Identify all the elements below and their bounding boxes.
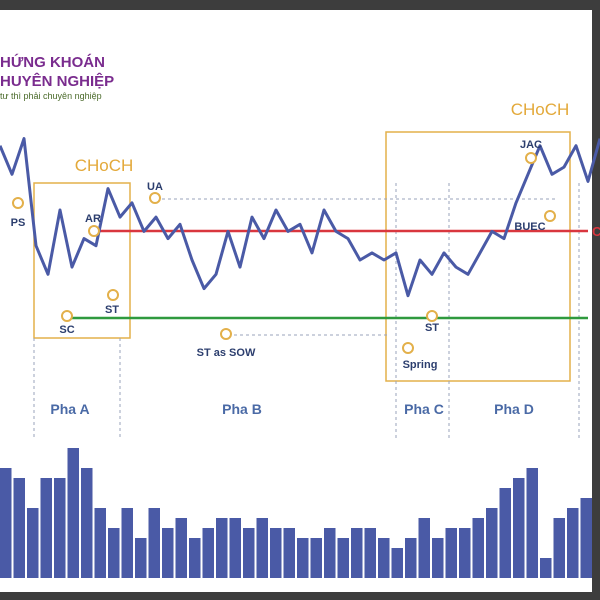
volume-bar (67, 448, 79, 578)
ps-label: PS (11, 217, 26, 229)
volume-bar (445, 528, 457, 578)
frame-right-border (592, 0, 600, 600)
frame-bottom-border (0, 592, 600, 600)
volume-bar (40, 478, 52, 578)
volume-bar (270, 528, 282, 578)
choch-label-left: CHoCH (75, 156, 134, 175)
volume-bar (513, 478, 525, 578)
volume-bar (202, 528, 214, 578)
volume-bars (0, 448, 592, 578)
choch-box-right (385, 131, 571, 382)
dashed-guides (33, 183, 580, 440)
spring-marker (402, 342, 414, 354)
volume-bar (162, 528, 174, 578)
choch-label-right: CHoCH (511, 100, 570, 119)
ar-label: AR (85, 213, 101, 225)
volume-bar (459, 528, 471, 578)
resistance-edge-label: C (592, 224, 600, 239)
volume-bar (135, 538, 147, 578)
st2-label: ST (425, 322, 439, 334)
event-markers (12, 152, 556, 354)
buec-label: BUEC (514, 221, 545, 233)
choch-box-left (33, 182, 131, 339)
ua-marker (149, 192, 161, 204)
volume-bar (486, 508, 498, 578)
volume-bar (540, 558, 552, 578)
st-sow-label: ST as SOW (197, 347, 256, 359)
ar-marker (88, 225, 100, 237)
volume-bar (13, 478, 25, 578)
volume-bar (108, 528, 120, 578)
volume-bar (526, 468, 538, 578)
st2-marker (426, 310, 438, 322)
brand-name-line1: HỨNG KHOÁN (0, 54, 105, 71)
volume-bar (256, 518, 268, 578)
phase-d-label: Pha D (494, 401, 534, 417)
volume-bar (580, 498, 592, 578)
ps-marker (12, 197, 24, 209)
brand-tagline: tư thì phải chuyên nghiệp (0, 91, 102, 101)
volume-bar (378, 538, 390, 578)
volume-bar (283, 528, 295, 578)
volume-bar (27, 508, 39, 578)
price-line (0, 137, 600, 298)
volume-bar (553, 518, 565, 578)
sc-label: SC (59, 324, 74, 336)
volume-bar (567, 508, 579, 578)
volume-bar (351, 528, 363, 578)
volume-bar (364, 528, 376, 578)
buec-marker (544, 210, 556, 222)
volume-bar (94, 508, 106, 578)
volume-bar (175, 518, 187, 578)
jac-marker (525, 152, 537, 164)
volume-bar (229, 518, 241, 578)
volume-bar (243, 528, 255, 578)
volume-bar (418, 518, 430, 578)
jac-label: JAC (520, 139, 542, 151)
phase-labels: Pha A Pha B Pha C Pha D (50, 401, 533, 417)
volume-bar (432, 538, 444, 578)
volume-bar (0, 468, 12, 578)
volume-bar (391, 548, 403, 578)
st1-marker (107, 289, 119, 301)
volume-bar (121, 508, 133, 578)
volume-bar (405, 538, 417, 578)
volume-bar (337, 538, 349, 578)
st1-label: ST (105, 304, 119, 316)
volume-bar (148, 508, 160, 578)
phase-b-label: Pha B (222, 401, 262, 417)
phase-c-label: Pha C (404, 401, 444, 417)
volume-bar (310, 538, 322, 578)
spring-label: Spring (403, 359, 438, 371)
volume-bar (189, 538, 201, 578)
frame-top-border (0, 0, 600, 10)
sc-marker (61, 310, 73, 322)
st-sow-marker (220, 328, 232, 340)
volume-bar (81, 468, 93, 578)
phase-a-label: Pha A (50, 401, 89, 417)
volume-bar (297, 538, 309, 578)
volume-bar (324, 528, 336, 578)
brand-name-line2: HUYÊN NGHIỆP (0, 73, 115, 90)
volume-bar (54, 478, 66, 578)
ua-label: UA (147, 181, 163, 193)
volume-bar (216, 518, 228, 578)
volume-bar (499, 488, 511, 578)
volume-bar (472, 518, 484, 578)
event-labels: PS SC AR ST UA ST as SOW Spring ST JAC B… (11, 139, 546, 371)
